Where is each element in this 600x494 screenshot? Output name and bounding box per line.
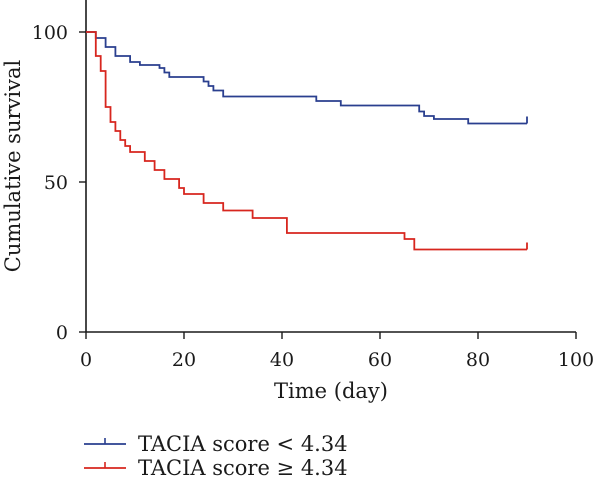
y-axis-title: Cumulative survival (1, 60, 25, 273)
x-tick-label: 20 (172, 349, 196, 371)
x-tick-label: 60 (368, 349, 392, 371)
legend-label-0: TACIA score < 4.34 (138, 432, 348, 456)
y-tick-label: 0 (56, 322, 68, 344)
axes (85, 0, 576, 333)
x-tick-label: 0 (80, 349, 92, 371)
series-line-0 (86, 31, 527, 125)
x-tick-label: 40 (270, 349, 294, 371)
legend-label-1: TACIA score ≥ 4.34 (138, 456, 348, 480)
x-tick-label: 100 (558, 349, 594, 371)
y-tick-label: 100 (32, 22, 68, 44)
ticks: 0 20 40 60 80 100 0 50 100 (32, 22, 594, 371)
x-axis-title: Time (day) (274, 379, 388, 403)
series-line-1 (86, 31, 527, 251)
series-layer (86, 31, 528, 251)
x-tick-label: 80 (466, 349, 490, 371)
y-tick-label: 50 (44, 172, 68, 194)
